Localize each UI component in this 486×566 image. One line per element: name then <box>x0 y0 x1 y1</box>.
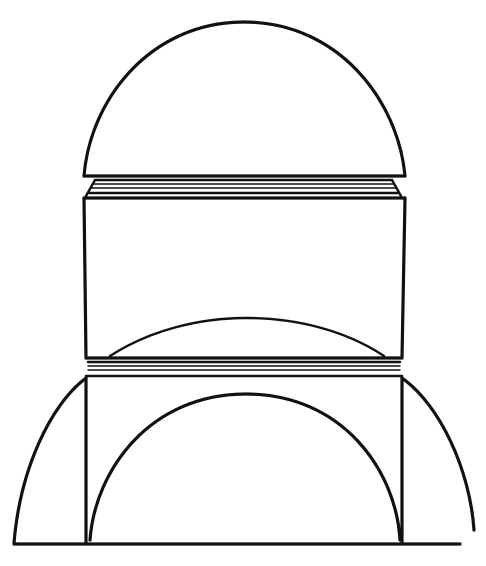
upper-cornice-right-edge <box>390 178 403 198</box>
top-dome-arc <box>82 20 407 178</box>
drum-left-edge <box>82 196 88 360</box>
base <box>84 376 404 545</box>
upper-cornice-left-edge <box>84 178 97 198</box>
drum-inner-arc <box>108 316 386 358</box>
upper-cornice <box>84 178 403 198</box>
drum-right-edge <box>400 196 407 360</box>
drum <box>82 196 407 360</box>
outer-dome-arc <box>12 376 476 545</box>
top-dome <box>82 20 407 178</box>
lower-cornice <box>84 360 404 378</box>
base-inner-arch <box>88 392 402 542</box>
